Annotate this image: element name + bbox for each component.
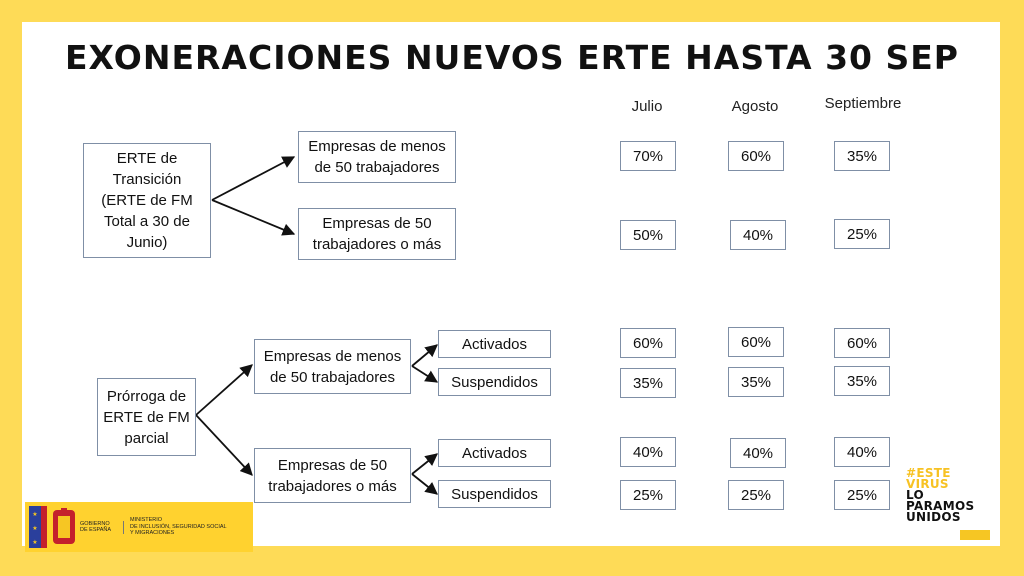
mini-flag-icon bbox=[960, 530, 990, 540]
g2-50-o-mas-activados-julio: 40% bbox=[620, 437, 676, 467]
spain-eu-flag-icon: ★ ★ ★ bbox=[29, 506, 75, 548]
arrow bbox=[195, 414, 253, 476]
gobierno-text: GOBIERNO DE ESPAÑA bbox=[80, 520, 124, 534]
hashtag-line: LO bbox=[906, 488, 925, 502]
hashtag-line: #ESTE bbox=[906, 466, 951, 480]
g1-50-o-mas-agosto: 40% bbox=[730, 220, 786, 250]
g2-menos-50-suspendidos-septiembre: 35% bbox=[834, 366, 890, 396]
g2-menos-50-activados-septiembre: 60% bbox=[834, 328, 890, 358]
g2-50-o-mas-suspendidos-agosto: 25% bbox=[728, 480, 784, 510]
svg-text:★: ★ bbox=[32, 511, 37, 518]
g1-menos-50-septiembre: 35% bbox=[834, 141, 890, 171]
svg-text:★: ★ bbox=[32, 539, 37, 546]
g2-menos-50-suspendidos-agosto: 35% bbox=[728, 367, 784, 397]
arrow bbox=[411, 344, 438, 367]
g2-menos-50-suspendidos-label: Suspendidos bbox=[438, 368, 551, 396]
g1-menos-50-agosto: 60% bbox=[728, 141, 784, 171]
g1-branch-menos-50: Empresas de menos de 50 trabajadores bbox=[298, 131, 456, 183]
column-header-julio: Julio bbox=[631, 98, 663, 115]
g2-50-o-mas-suspendidos-septiembre: 25% bbox=[834, 480, 890, 510]
arrow bbox=[211, 199, 296, 236]
g1-50-o-mas-septiembre: 25% bbox=[834, 219, 890, 249]
g1-50-o-mas-julio: 50% bbox=[620, 220, 676, 250]
page-title: EXONERACIONES NUEVOS ERTE HASTA 30 SEP bbox=[65, 38, 959, 77]
g2-50-o-mas-suspendidos-label: Suspendidos bbox=[438, 480, 551, 508]
ministerio-text: MINISTERIO DE INCLUSIÓN, SEGURIDAD SOCIA… bbox=[130, 517, 227, 537]
g2-50-o-mas-activados-septiembre: 40% bbox=[834, 437, 890, 467]
hashtag-line: VIRUS bbox=[906, 477, 949, 491]
g2-branch-50-o-mas: Empresas de 50 trabajadores o más bbox=[254, 448, 411, 503]
g1-menos-50-julio: 70% bbox=[620, 141, 676, 171]
g2-menos-50-suspendidos-julio: 35% bbox=[620, 368, 676, 398]
arrow bbox=[411, 453, 438, 475]
arrow bbox=[411, 473, 438, 495]
g2-branch-menos-50: Empresas de menos de 50 trabajadores bbox=[254, 339, 411, 394]
arrow bbox=[211, 156, 296, 201]
g2-menos-50-activados-agosto: 60% bbox=[728, 327, 784, 357]
g2-50-o-mas-activados-label: Activados bbox=[438, 439, 551, 467]
g2-50-o-mas-suspendidos-julio: 25% bbox=[620, 480, 676, 510]
prorroga-erte-box: Prórroga de ERTE de FM parcial bbox=[97, 378, 196, 456]
column-header-septiembre: Septiembre bbox=[824, 95, 902, 112]
erte-transicion-box: ERTE de Transición (ERTE de FM Total a 3… bbox=[83, 143, 211, 258]
g1-branch-50-o-mas: Empresas de 50 trabajadores o más bbox=[298, 208, 456, 260]
g2-menos-50-activados-julio: 60% bbox=[620, 328, 676, 358]
column-header-agosto: Agosto bbox=[731, 98, 779, 115]
este-virus-logo: #ESTE VIRUS LO PARAMOS UNIDOS bbox=[906, 466, 975, 524]
gobierno-logo: ★ ★ ★ GOBIERNO DE ESPAÑA MINISTERIO DE I… bbox=[25, 502, 253, 552]
svg-text:★: ★ bbox=[32, 525, 37, 532]
hashtag-line: PARAMOS bbox=[906, 499, 975, 513]
hashtag-line: UNIDOS bbox=[906, 510, 961, 524]
g2-menos-50-activados-label: Activados bbox=[438, 330, 551, 358]
arrow bbox=[195, 364, 253, 416]
g2-50-o-mas-activados-agosto: 40% bbox=[730, 438, 786, 468]
arrow bbox=[411, 365, 439, 383]
